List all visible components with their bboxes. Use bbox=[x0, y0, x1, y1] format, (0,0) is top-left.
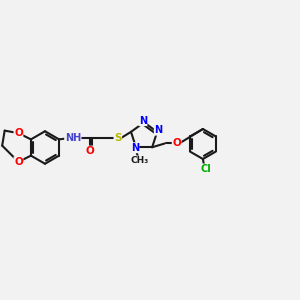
Text: S: S bbox=[114, 133, 122, 143]
Text: N: N bbox=[139, 116, 147, 126]
Text: O: O bbox=[14, 128, 23, 138]
Text: O: O bbox=[172, 139, 181, 148]
Text: NH: NH bbox=[65, 133, 81, 143]
Text: CH₃: CH₃ bbox=[130, 156, 148, 165]
Text: O: O bbox=[86, 146, 95, 156]
Text: N: N bbox=[154, 125, 163, 135]
Text: Cl: Cl bbox=[200, 164, 211, 174]
Text: N: N bbox=[131, 143, 139, 153]
Text: O: O bbox=[14, 157, 23, 167]
